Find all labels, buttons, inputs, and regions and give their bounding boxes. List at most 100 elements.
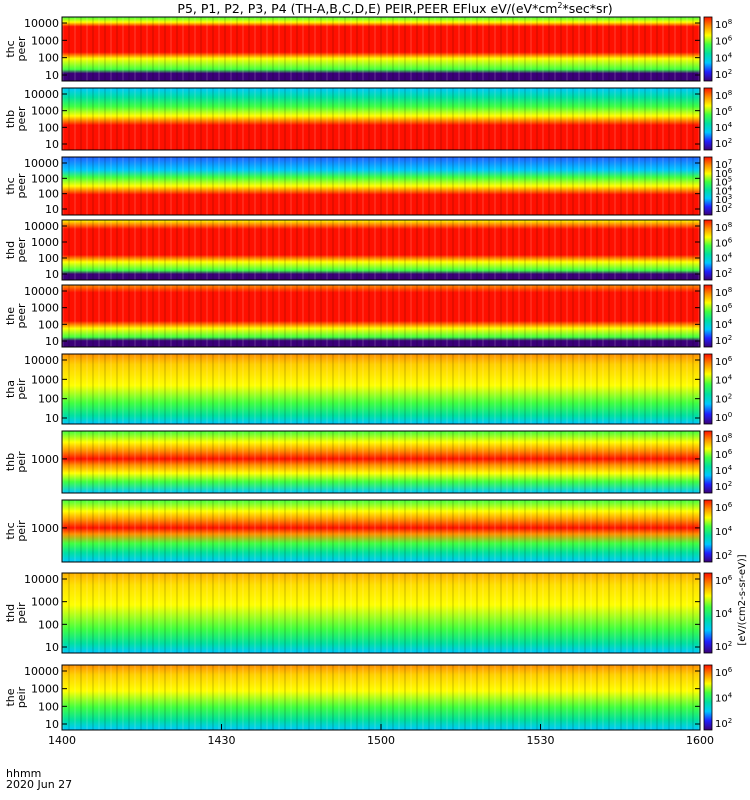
y-tick-label: 10000 xyxy=(24,354,59,367)
panel-7-frame xyxy=(61,430,701,494)
colorbar-tick-label: 102 xyxy=(715,640,732,653)
panel-1-ylabel: peer xyxy=(15,36,28,62)
panel-4-spectrogram xyxy=(62,220,700,280)
colorbar-tick-label: 102 xyxy=(715,392,732,405)
y-tick-label: 1000 xyxy=(31,453,59,466)
panel-9-spectrogram xyxy=(62,573,700,653)
panel-7-colorbar xyxy=(703,430,713,494)
colorbar-tick-label: 100 xyxy=(715,411,732,424)
colorbar-tick-label: 108 xyxy=(715,286,732,299)
panel-1-ylabel: thc xyxy=(4,40,17,57)
panel-6-frame xyxy=(61,353,701,425)
y-tick-label: 1000 xyxy=(31,105,59,118)
panel-3-ylabel: peer xyxy=(15,173,28,199)
colorbar-tick-label: 104 xyxy=(715,525,733,538)
y-tick-label: 100 xyxy=(38,188,59,201)
y-tick-label: 10 xyxy=(45,203,59,216)
colorbar-tick-label: 102 xyxy=(715,334,732,347)
y-tick-label: 10000 xyxy=(24,665,59,678)
colorbar-tick-label: 102 xyxy=(715,549,732,562)
y-tick-label: 10 xyxy=(45,412,59,425)
y-tick-label: 10 xyxy=(45,335,59,348)
y-tick-label: 1000 xyxy=(31,373,59,386)
y-tick-label: 1000 xyxy=(31,172,59,185)
panel-2-colorbar xyxy=(703,87,713,151)
panel-6-ylabel: peir xyxy=(15,378,28,400)
panel-7-ylabel: thb xyxy=(4,453,17,471)
panel-2-spectrogram xyxy=(62,88,700,150)
colorbar-tick-label: 107 xyxy=(715,158,732,171)
panel-1-colorbar xyxy=(703,16,713,82)
colorbar-tick-label: 106 xyxy=(715,574,733,587)
panel-6-ylabel: tha xyxy=(4,380,17,398)
x-tick-label: 1530 xyxy=(527,734,555,747)
colorbar-tick-label: 106 xyxy=(715,236,733,249)
x-tick-label: 1600 xyxy=(686,734,714,747)
y-tick-label: 100 xyxy=(38,700,59,713)
colorbar-tick-label: 105 xyxy=(715,176,732,189)
chart-title: P5, P1, P2, P3, P4 (TH-A,B,C,D,E) PEIR,P… xyxy=(177,1,612,16)
chart-title-main: P5, P1, P2, P3, P4 (TH-A,B,C,D,E) PEIR,P… xyxy=(177,1,557,16)
panel-10-ylabel: the xyxy=(4,688,17,706)
y-tick-label: 10 xyxy=(45,718,59,731)
panel-2-frame xyxy=(61,87,701,151)
panel-4-ylabel: thd xyxy=(4,241,17,259)
panel-9-frame xyxy=(61,572,701,654)
colorbar-tick-label: 104 xyxy=(715,51,733,64)
panel-3-frame xyxy=(61,156,701,216)
y-tick-label: 10 xyxy=(45,641,59,654)
y-tick-label: 10000 xyxy=(24,285,59,298)
x-axis-date-label: 2020 Jun 27 xyxy=(6,778,72,791)
colorbar-tick-label: 108 xyxy=(715,18,732,31)
colorbar-tick-label: 106 xyxy=(715,167,733,180)
panel-1-texture xyxy=(62,17,700,81)
colorbar-tick-label: 106 xyxy=(715,355,733,368)
chart-title-tail: *sec*sr) xyxy=(562,1,612,16)
x-tick-label: 1430 xyxy=(208,734,236,747)
panel-7-ylabel: peir xyxy=(15,451,28,473)
x-axis-format-label: hhmm xyxy=(6,767,41,780)
panel-6-colorbar xyxy=(703,353,713,425)
panel-10-colorbar xyxy=(703,664,713,731)
panel-6-texture xyxy=(62,354,700,424)
colorbar-tick-label: 106 xyxy=(715,501,733,514)
colorbar-units-label: [eV/(cm2-s-sr-eV)] xyxy=(737,554,748,645)
y-tick-label: 100 xyxy=(38,252,59,265)
y-tick-label: 100 xyxy=(38,318,59,331)
panel-5-frame xyxy=(61,284,701,348)
panel-10-spectrogram xyxy=(62,665,700,730)
panel-9-ylabel: peir xyxy=(15,602,28,624)
x-axis: 1400 1430 1500 1530 1600 xyxy=(48,724,714,747)
y-tick-label: 1000 xyxy=(31,683,59,696)
panel-8-texture xyxy=(62,500,700,562)
y-tick-label: 10000 xyxy=(24,88,59,101)
colorbar-tick-label: 108 xyxy=(715,432,732,445)
x-tick-label: 1500 xyxy=(367,734,395,747)
panel-8-frame xyxy=(61,499,701,563)
panel-5-spectrogram xyxy=(62,285,700,347)
y-tick-label: 100 xyxy=(38,393,59,406)
colorbar-tick-label: 106 xyxy=(715,302,733,315)
y-tick-label: 1000 xyxy=(31,522,59,535)
y-tick-label: 10000 xyxy=(24,17,59,30)
panel-8-ylabel: peir xyxy=(15,520,28,542)
panel-3-colorbar xyxy=(703,156,713,216)
panel-2-ylabel: thb xyxy=(4,110,17,128)
colorbar-tick-label: 104 xyxy=(715,184,733,197)
y-tick-label: 10000 xyxy=(24,573,59,586)
colorbar-tick-label: 108 xyxy=(715,89,732,102)
colorbar-tick-label: 102 xyxy=(715,717,732,730)
panel-6-spectrogram xyxy=(62,354,700,424)
colorbar-tick-label: 103 xyxy=(715,193,732,206)
y-tick-label: 1000 xyxy=(31,302,59,315)
panel-3-ylabel: thc xyxy=(4,177,17,194)
panel-10-ylabel: peir xyxy=(15,686,28,708)
y-tick-label: 10 xyxy=(45,268,59,281)
panel-4-colorbar xyxy=(703,219,713,281)
